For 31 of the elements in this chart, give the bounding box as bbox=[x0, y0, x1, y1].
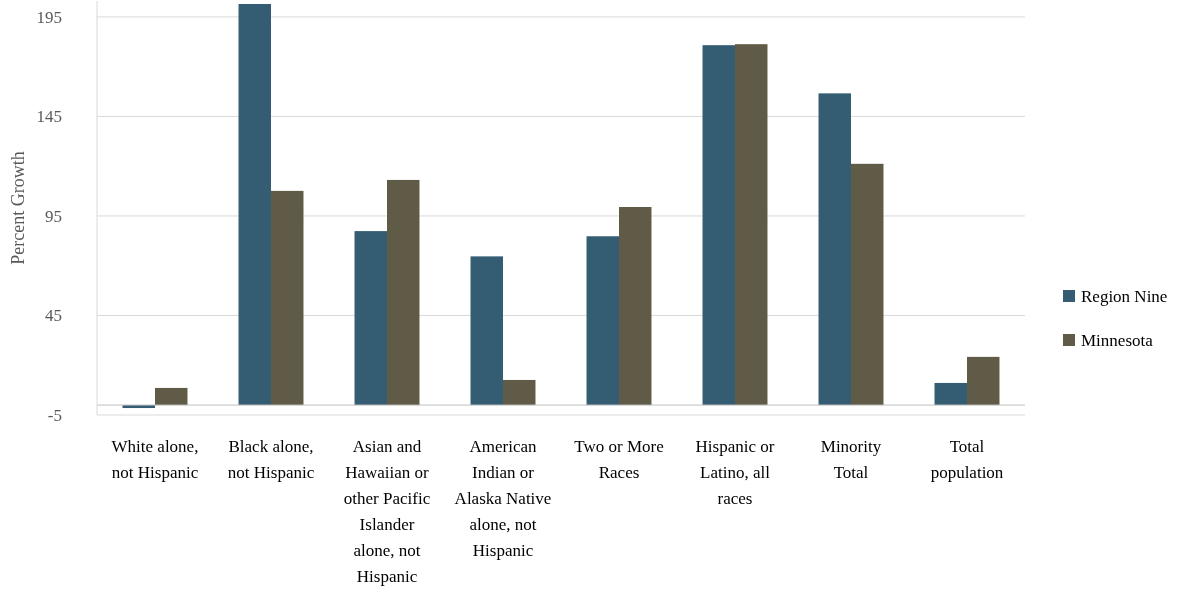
bar bbox=[735, 44, 768, 406]
bar bbox=[619, 207, 652, 406]
bar bbox=[354, 231, 387, 406]
bar bbox=[470, 256, 503, 406]
legend-label: Region Nine bbox=[1081, 286, 1168, 306]
bar bbox=[238, 3, 271, 406]
bar bbox=[967, 356, 1000, 406]
x-tick-label: American Indian or Alaska Native alone, not Hispanic bbox=[454, 437, 552, 560]
bar bbox=[155, 387, 188, 406]
bar bbox=[503, 379, 536, 406]
legend-label: Minnesota bbox=[1081, 330, 1154, 350]
y-tick-label: 45 bbox=[45, 306, 62, 326]
bar bbox=[586, 236, 619, 406]
x-tick-label: Black alone, not Hispanic bbox=[227, 437, 315, 482]
x-tick-label: Two or More Races bbox=[574, 437, 664, 482]
y-tick-label: 145 bbox=[36, 107, 62, 127]
bar bbox=[271, 190, 304, 406]
y-tick-label: 95 bbox=[45, 206, 62, 226]
x-tick-label: Asian and Hawaiian or other Pacific Islander alone, not Hispanic bbox=[343, 437, 431, 586]
bar bbox=[387, 179, 420, 406]
x-tick-label: Minority Total bbox=[820, 437, 882, 482]
y-tick-label: -5 bbox=[47, 405, 62, 425]
bar bbox=[851, 163, 884, 406]
x-tick-label: Hispanic or Latino, all races bbox=[695, 437, 775, 508]
y-tick-label: 195 bbox=[36, 7, 62, 27]
bar bbox=[702, 45, 735, 406]
x-tick-label: White alone, not Hispanic bbox=[111, 437, 199, 482]
bar bbox=[934, 382, 967, 406]
x-tick-label: Total population bbox=[930, 437, 1004, 482]
y-axis-title: Percent Growth bbox=[8, 151, 28, 265]
bar bbox=[818, 93, 851, 406]
